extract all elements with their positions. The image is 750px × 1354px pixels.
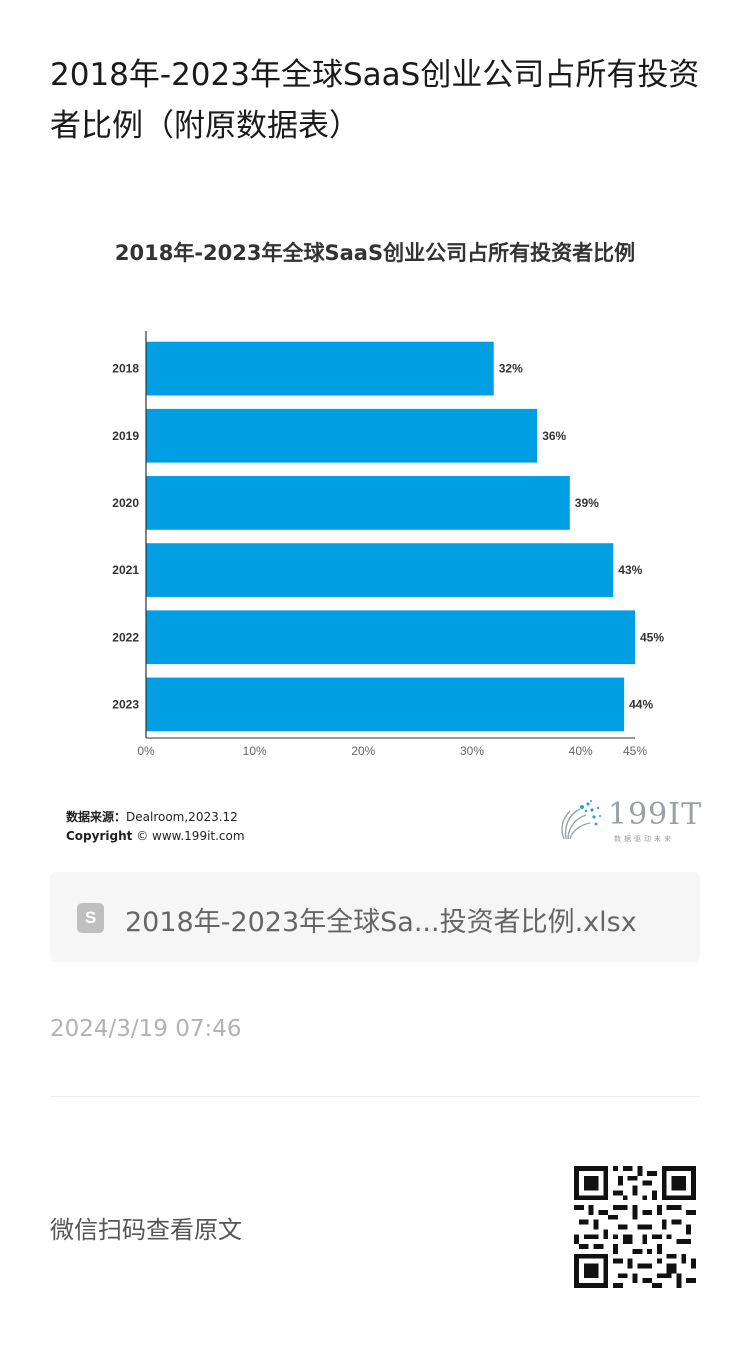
qr-code-image[interactable] — [574, 1166, 696, 1288]
copyright-label: Copyright — [66, 829, 133, 843]
x-tick-label: 40% — [569, 744, 593, 758]
qr-prompt: 微信扫码查看原文 — [50, 1216, 242, 1244]
category-label-2020: 2020 — [112, 496, 139, 510]
dandelion-logo-icon — [561, 800, 601, 840]
bar-2023 — [146, 677, 625, 732]
source-label: 数据来源： — [66, 810, 127, 824]
chart-title: 2018年-2023年全球SaaS创业公司占所有投资者比例 — [114, 241, 636, 265]
bar-2018 — [146, 341, 494, 396]
199it-logo: 199IT 数据驱动未来 — [558, 797, 701, 847]
data-label-2021: 43% — [618, 563, 642, 577]
bar-2022 — [146, 610, 635, 665]
category-label-2023: 2023 — [112, 697, 139, 711]
divider — [50, 1096, 700, 1097]
attachment-file-name: 2018年-2023年全球Sa...投资者比例.xlsx — [125, 907, 637, 938]
bar-2021 — [146, 543, 614, 597]
x-tick-label: 45% — [623, 744, 647, 758]
data-label-2018: 32% — [499, 362, 523, 376]
attachment-card[interactable]: S 2018年-2023年全球Sa...投资者比例.xlsx — [50, 872, 700, 962]
category-label-2019: 2019 — [112, 429, 139, 443]
bar-2020 — [146, 476, 570, 530]
chart-card: 32% 2018 36% 2019 39% 2020 43% 2021 45% 2022 44% 20… — [50, 215, 701, 855]
spreadsheet-file-icon: S — [77, 903, 104, 933]
data-label-2023: 44% — [629, 697, 653, 711]
data-label-2020: 39% — [575, 496, 599, 510]
category-label-2018: 2018 — [112, 362, 139, 376]
bar-chart: 32% 2018 36% 2019 39% 2020 43% 2021 45% 2022 44% 20… — [112, 331, 664, 758]
category-label-2021: 2021 — [112, 563, 139, 577]
x-tick-label: 10% — [243, 744, 267, 758]
data-label-2022: 45% — [640, 630, 664, 644]
x-tick-label: 20% — [351, 744, 375, 758]
copyright: Copyright © www.199it.com — [66, 829, 245, 843]
publish-timestamp: 2024/3/19 07:46 — [50, 1016, 242, 1042]
source-value: Dealroom,2023.12 — [126, 810, 238, 824]
logo-text: 199IT — [608, 797, 703, 832]
x-tick-label: 0% — [137, 744, 155, 758]
bar-2019 — [146, 408, 538, 463]
copyright-value: © www.199it.com — [136, 829, 245, 843]
data-source: 数据来源：Dealroom,2023.12 — [66, 808, 238, 825]
category-label-2022: 2022 — [112, 630, 139, 644]
page-title: 2018年-2023年全球SaaS创业公司占所有投资者比例（附原数据表） — [50, 57, 700, 144]
logo-tagline: 数据驱动未来 — [614, 835, 674, 843]
x-tick-label: 30% — [460, 744, 484, 758]
data-label-2019: 36% — [542, 429, 566, 443]
